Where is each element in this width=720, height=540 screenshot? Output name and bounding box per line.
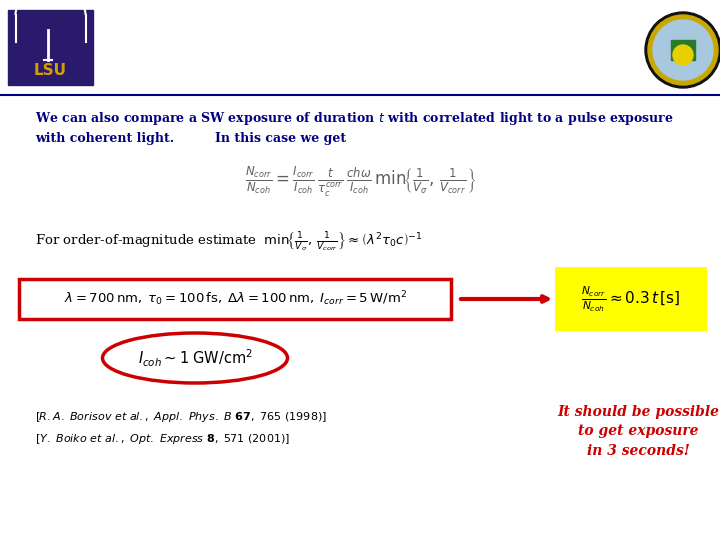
Text: It should be possible
to get exposure
in 3 seconds!: It should be possible to get exposure in… (557, 405, 719, 458)
FancyBboxPatch shape (19, 279, 451, 319)
Text: We can also compare a SW exposure of duration $t$ with correlated light to a pul: We can also compare a SW exposure of dur… (35, 110, 674, 127)
Text: $I_{coh} \sim 1\;\mathrm{GW/cm}^2$: $I_{coh} \sim 1\;\mathrm{GW/cm}^2$ (138, 347, 253, 369)
Text: LSU: LSU (34, 63, 67, 78)
Circle shape (645, 12, 720, 88)
Text: with coherent light.: with coherent light. (35, 132, 174, 145)
Circle shape (653, 20, 713, 80)
Text: For order-of-magnitude estimate  $\mathrm{min}\!\left\{\frac{1}{V_\sigma},\,\fra: For order-of-magnitude estimate $\mathrm… (35, 230, 423, 254)
Text: $\frac{N_{corr}}{N_{coh}} = \frac{I_{corr}}{I_{coh}}\, \frac{t}{\tau_c^{corr}}\,: $\frac{N_{corr}}{N_{coh}} = \frac{I_{cor… (245, 165, 475, 199)
Circle shape (673, 45, 693, 65)
Text: $[Y.\ Boiko\ et\ al.,\ Opt.\ Express\ \mathbf{8},\ 571\ (2001)]$: $[Y.\ Boiko\ et\ al.,\ Opt.\ Express\ \m… (35, 432, 290, 446)
Ellipse shape (102, 333, 287, 383)
Bar (671, 40, 695, 60)
Text: $\lambda = 700\,\mathrm{nm},\; \tau_0 = 100\,\mathrm{fs},\; \Delta\lambda = 100\: $\lambda = 700\,\mathrm{nm},\; \tau_0 = … (63, 289, 407, 308)
Text: $[R.A.\ Borisov\ et\ al.,\ Appl.\ Phys.\ B\ \mathbf{67},\ 765\ (1998)]$: $[R.A.\ Borisov\ et\ al.,\ Appl.\ Phys.\… (35, 410, 327, 424)
Text: $\frac{N_{corr}}{N_{coh}} \approx 0.3\,t\,[\mathrm{s}]$: $\frac{N_{corr}}{N_{coh}} \approx 0.3\,t… (581, 285, 681, 314)
Text: In this case we get: In this case we get (215, 132, 346, 145)
Bar (8, 10, 93, 85)
Circle shape (648, 15, 718, 85)
FancyBboxPatch shape (555, 267, 707, 331)
